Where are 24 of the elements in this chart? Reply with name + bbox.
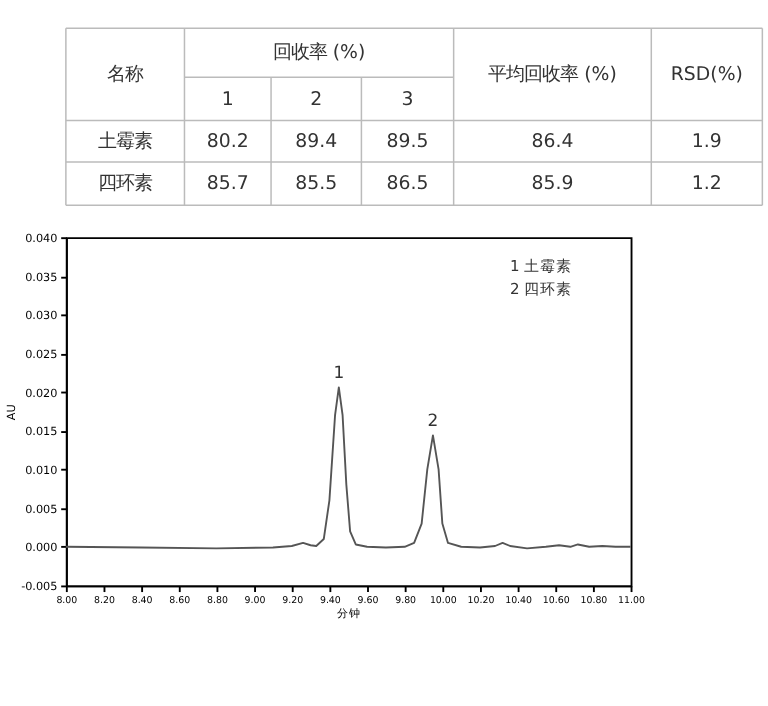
text: 1 xyxy=(221,88,234,111)
text: 1.9 xyxy=(691,130,722,153)
text: 86.5 xyxy=(386,173,429,196)
text: 3 xyxy=(401,88,414,111)
text: 土霉素 xyxy=(98,130,153,153)
text: 85.9 xyxy=(531,173,574,196)
text: 85.5 xyxy=(295,173,338,196)
text: 回收率 (%) xyxy=(272,42,366,65)
text: 1.2 xyxy=(691,173,722,196)
text: 名称 xyxy=(107,64,144,87)
text: RSD(%) xyxy=(670,64,743,87)
text: 85.7 xyxy=(206,173,249,196)
line-series xyxy=(64,386,632,550)
text: 86.4 xyxy=(531,130,574,153)
text: 2 xyxy=(310,88,323,111)
text: 80.2 xyxy=(206,130,249,153)
annotation: 1 xyxy=(333,361,345,382)
annotation: 1 土霉素 xyxy=(510,257,573,276)
annotation: 2 xyxy=(427,409,439,430)
text: 四环素 xyxy=(98,173,153,196)
text: 89.5 xyxy=(386,130,429,153)
annotation: 2 四环素 xyxy=(510,279,573,298)
text: 89.4 xyxy=(295,130,338,153)
text: 平均回收率 (%) xyxy=(488,64,617,87)
